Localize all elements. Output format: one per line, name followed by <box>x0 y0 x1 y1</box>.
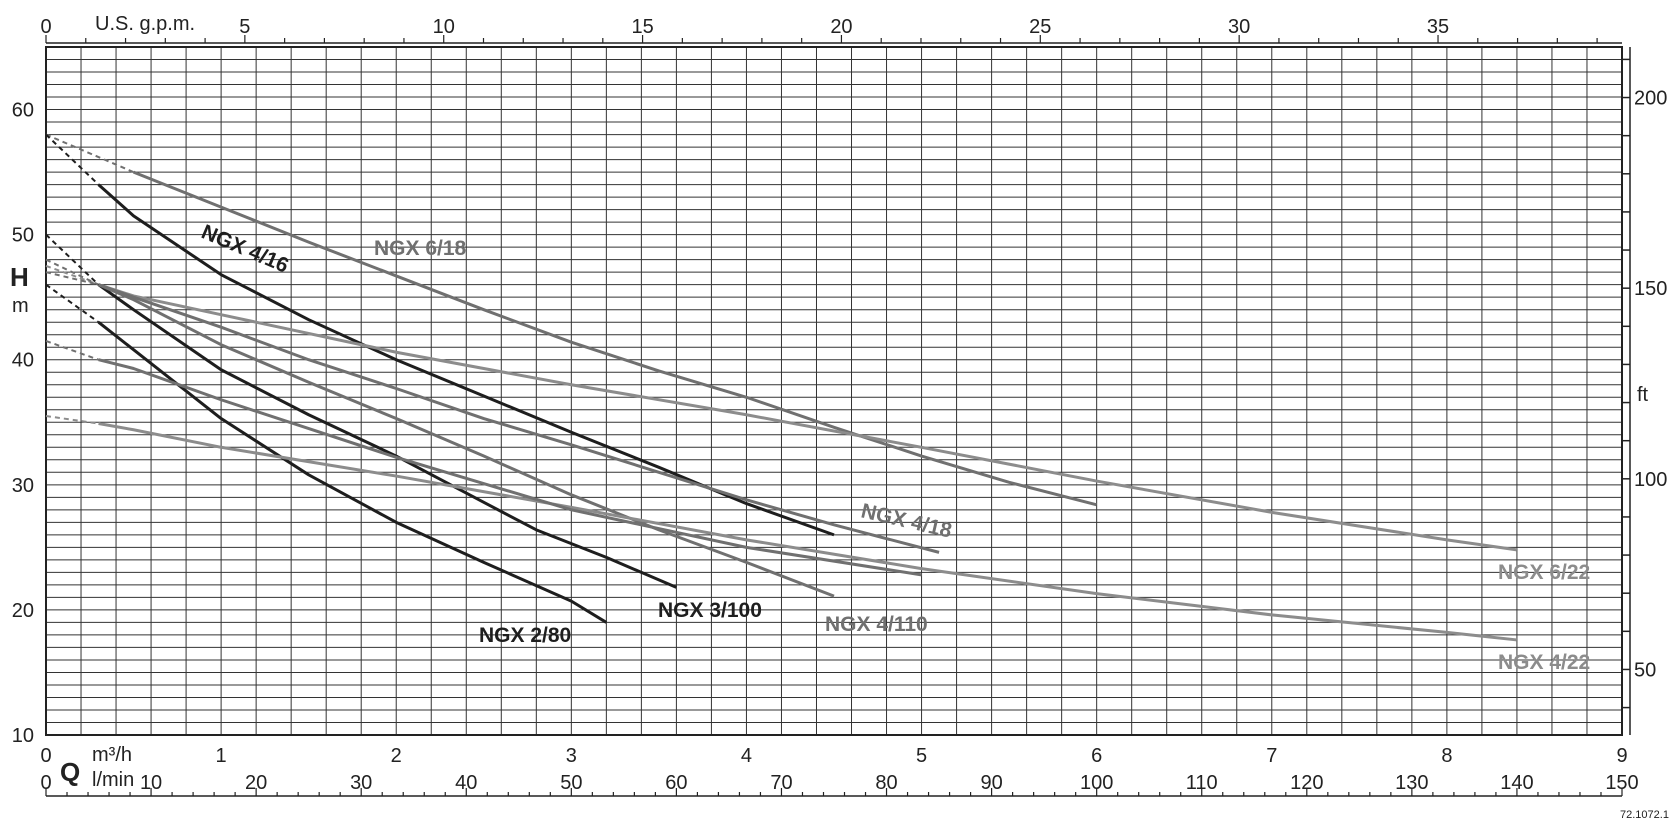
series-1-dashed <box>45 133 100 186</box>
x-unit-primary: m³/h <box>92 744 132 766</box>
series-2-line <box>98 283 1518 552</box>
x-tick-label-gpm: 35 <box>1427 16 1449 38</box>
x-tick-label-lmin: 0 <box>40 772 51 794</box>
x-tick-label-lmin: 120 <box>1290 772 1323 794</box>
x-tick-label-lmin: 110 <box>1186 772 1218 794</box>
label-ngx-6-18: NGX 6/18 <box>374 237 467 260</box>
series-8-dashed <box>45 340 99 361</box>
x-tick-label-m3h: 5 <box>916 745 927 767</box>
y-tick-label-ft: 150 <box>1634 278 1667 300</box>
x-tick-label-gpm: 20 <box>830 16 852 38</box>
label-ngx-4-110: NGX 4/110 <box>825 613 928 636</box>
x-tick-label-lmin: 30 <box>350 772 372 794</box>
y-tick-label-m: 50 <box>12 225 34 247</box>
series-4-dashed <box>45 233 100 286</box>
series-5-line <box>97 283 835 598</box>
series-8-line <box>98 358 922 577</box>
x-tick-label-lmin: 50 <box>560 772 582 794</box>
y-tick-label-m: 60 <box>12 100 34 122</box>
label-ngx-6-22: NGX 6/22 <box>1498 561 1590 584</box>
x-tick-label-lmin: 40 <box>455 772 477 794</box>
x-tick-label-lmin: 10 <box>140 772 162 794</box>
x-tick-label-gpm: 25 <box>1029 16 1051 38</box>
x-tick-label-lmin: 20 <box>245 772 267 794</box>
y-unit-right: ft <box>1637 384 1649 406</box>
x-tick-label-m3h: 2 <box>391 745 402 767</box>
y-tick-label-ft: 50 <box>1634 659 1656 681</box>
y-tick-label-ft: 100 <box>1634 469 1667 491</box>
series-0-dashed <box>45 133 134 174</box>
x-tick-label-gpm: 0 <box>40 16 51 38</box>
figure-code: 72.1072.1 <box>1620 809 1669 821</box>
y-tick-label-ft: 200 <box>1634 88 1667 110</box>
series-5-dashed <box>45 271 99 286</box>
label-ngx-4-22: NGX 4/22 <box>1498 651 1590 674</box>
x-axis-label: Q <box>60 757 80 787</box>
label-ngx-3-100: NGX 3/100 <box>658 599 762 622</box>
x-tick-label-gpm: 10 <box>433 16 455 38</box>
x-tick-label-lmin: 60 <box>665 772 687 794</box>
x-tick-label-m3h: 9 <box>1616 745 1627 767</box>
series-3-line <box>98 283 940 554</box>
x-tick-label-gpm: 30 <box>1228 16 1250 38</box>
x-unit-secondary: l/min <box>92 769 134 791</box>
y-tick-label-m: 30 <box>12 475 34 497</box>
y-tick-label-m: 40 <box>12 350 34 372</box>
series-0-line <box>132 170 1098 507</box>
x-tick-label-gpm: 5 <box>239 16 250 38</box>
x-tick-label-lmin: 130 <box>1395 772 1428 794</box>
x-tick-label-m3h: 1 <box>216 745 227 767</box>
y-unit-left: m <box>12 295 29 317</box>
y-tick-label-m: 10 <box>12 725 34 747</box>
y-axis-label: H <box>10 262 29 292</box>
series-6-line <box>97 321 608 624</box>
x-tick-label-m3h: 4 <box>741 745 752 767</box>
x-tick-label-lmin: 150 <box>1605 772 1638 794</box>
label-ngx-2-80: NGX 2/80 <box>479 624 571 647</box>
y-tick-label-m: 20 <box>12 600 34 622</box>
x-tick-label-m3h: 0 <box>40 745 51 767</box>
x-tick-label-lmin: 70 <box>770 772 792 794</box>
series-6-dashed <box>45 283 100 324</box>
x-unit-top: U.S. g.p.m. <box>95 13 195 35</box>
x-tick-label-gpm: 15 <box>631 16 653 38</box>
x-tick-label-lmin: 80 <box>875 772 897 794</box>
plot-frame <box>45 46 1623 736</box>
x-tick-label-m3h: 7 <box>1266 745 1277 767</box>
series-lines <box>45 133 1518 642</box>
x-tick-label-m3h: 3 <box>566 745 577 767</box>
x-tick-label-lmin: 90 <box>980 772 1002 794</box>
x-tick-label-m3h: 8 <box>1441 745 1452 767</box>
x-tick-label-m3h: 6 <box>1091 745 1102 767</box>
grid <box>45 46 1623 736</box>
x-tick-label-lmin: 100 <box>1080 772 1113 794</box>
series-7-line <box>98 422 1518 642</box>
series-3-dashed <box>45 258 99 286</box>
x-tick-label-lmin: 140 <box>1500 772 1533 794</box>
